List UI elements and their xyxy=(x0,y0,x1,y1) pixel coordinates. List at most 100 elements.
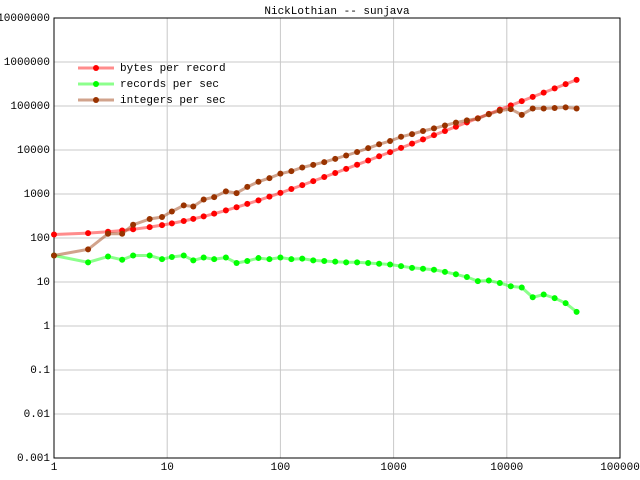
data-point xyxy=(222,254,229,261)
data-point xyxy=(51,231,57,238)
data-point xyxy=(310,178,317,185)
y-tick-label: 1 xyxy=(43,321,50,333)
y-tick-label: 0.1 xyxy=(30,365,50,377)
data-point xyxy=(130,221,137,228)
data-point xyxy=(277,170,284,177)
data-point xyxy=(420,128,427,135)
legend-marker xyxy=(93,65,99,71)
data-point xyxy=(200,213,207,220)
data-point xyxy=(551,85,558,92)
data-point xyxy=(540,105,547,112)
data-point xyxy=(159,256,166,263)
plot-frame xyxy=(53,17,621,459)
data-point xyxy=(562,81,569,88)
data-point xyxy=(288,168,295,175)
data-point xyxy=(430,266,437,273)
data-point xyxy=(130,252,137,259)
x-tick-label: 100000 xyxy=(600,462,640,474)
data-point xyxy=(233,204,240,211)
data-point xyxy=(200,196,207,203)
data-point xyxy=(119,256,126,263)
data-point xyxy=(180,252,187,259)
y-tick-label: 10000 xyxy=(17,145,50,157)
data-point xyxy=(310,161,317,168)
data-point xyxy=(180,202,187,209)
data-point xyxy=(387,261,394,268)
data-point xyxy=(409,131,416,138)
x-tick-label: 100 xyxy=(270,462,290,474)
data-point xyxy=(529,93,536,100)
data-point xyxy=(452,119,459,126)
data-point xyxy=(518,98,525,105)
data-point xyxy=(146,224,153,231)
y-tick-label: 1000000 xyxy=(4,57,50,69)
data-point xyxy=(288,256,295,263)
data-point xyxy=(105,253,112,260)
data-point xyxy=(105,230,112,237)
data-point xyxy=(365,157,372,164)
legend-label: bytes per record xyxy=(120,63,226,75)
data-point xyxy=(529,105,536,112)
y-tick-label: 1000 xyxy=(24,189,50,201)
data-point xyxy=(266,193,273,200)
data-point xyxy=(200,254,207,261)
data-point xyxy=(343,152,350,159)
data-point xyxy=(255,178,262,185)
data-point xyxy=(540,89,547,96)
data-point xyxy=(430,132,437,139)
data-point xyxy=(376,141,383,148)
data-point xyxy=(233,190,240,197)
data-point xyxy=(130,226,137,233)
x-tick-label: 10 xyxy=(161,462,174,474)
data-point xyxy=(119,230,126,237)
data-point xyxy=(211,256,218,263)
data-point xyxy=(266,175,273,182)
x-tick-label: 1 xyxy=(51,462,58,474)
data-point xyxy=(159,214,166,221)
data-point xyxy=(409,264,416,271)
data-point xyxy=(551,105,558,112)
data-point xyxy=(452,123,459,130)
data-point xyxy=(354,259,361,266)
data-point xyxy=(146,216,153,223)
data-point xyxy=(376,153,383,160)
data-point xyxy=(244,258,251,265)
x-tick-label: 1000 xyxy=(380,462,406,474)
data-point xyxy=(343,165,350,172)
data-point xyxy=(180,218,187,225)
data-point xyxy=(518,284,525,291)
data-point xyxy=(463,273,470,280)
data-point xyxy=(529,294,536,301)
y-tick-label: 0.001 xyxy=(17,453,50,465)
data-point xyxy=(332,258,339,265)
data-point xyxy=(540,291,547,298)
data-point xyxy=(441,122,448,129)
data-point xyxy=(551,295,558,302)
data-point xyxy=(168,208,175,215)
data-point xyxy=(420,136,427,143)
data-point xyxy=(452,271,459,278)
data-point xyxy=(365,145,372,152)
data-point xyxy=(409,140,416,147)
data-point xyxy=(159,222,166,229)
data-point xyxy=(168,253,175,260)
data-point xyxy=(299,164,306,171)
legend-label: integers per sec xyxy=(120,95,226,107)
data-point xyxy=(299,255,306,262)
data-point xyxy=(343,259,350,266)
data-point xyxy=(190,215,197,222)
data-point xyxy=(85,246,92,253)
data-point xyxy=(398,263,405,270)
data-point xyxy=(398,133,405,140)
legend-label: records per sec xyxy=(120,79,219,91)
data-point xyxy=(573,76,580,83)
data-point xyxy=(463,117,470,124)
data-point xyxy=(332,155,339,162)
y-tick-label: 100 xyxy=(30,233,50,245)
data-point xyxy=(190,203,197,210)
data-point xyxy=(496,279,503,286)
data-point xyxy=(573,105,580,112)
y-tick-label: 10 xyxy=(37,277,50,289)
data-point xyxy=(244,200,251,207)
